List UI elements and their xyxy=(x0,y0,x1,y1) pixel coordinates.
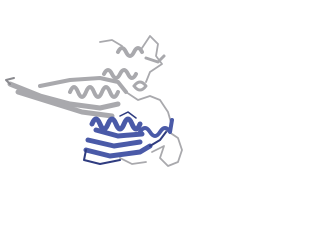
helix xyxy=(132,80,148,92)
gray-loops xyxy=(99,35,183,167)
strand xyxy=(15,89,115,119)
helix xyxy=(138,118,174,138)
helix xyxy=(89,116,143,132)
gray-sheet xyxy=(5,76,128,119)
loop xyxy=(144,54,166,64)
helix xyxy=(116,46,144,58)
page: (() => { const data = JSON.parse(documen… xyxy=(5,35,183,167)
arrow-head xyxy=(5,77,15,85)
strand xyxy=(7,81,121,111)
protein-render xyxy=(5,35,183,167)
loop xyxy=(119,111,137,119)
strand xyxy=(38,76,128,94)
strand xyxy=(85,137,143,149)
loop xyxy=(151,129,183,167)
loop xyxy=(125,91,173,127)
helix xyxy=(68,85,120,99)
loop xyxy=(99,35,163,83)
strand xyxy=(93,127,145,139)
loop xyxy=(119,157,147,165)
strand xyxy=(83,143,153,159)
blue-domain xyxy=(83,111,174,165)
loop xyxy=(83,131,167,165)
gray-helix xyxy=(68,46,148,99)
helix xyxy=(102,68,138,80)
